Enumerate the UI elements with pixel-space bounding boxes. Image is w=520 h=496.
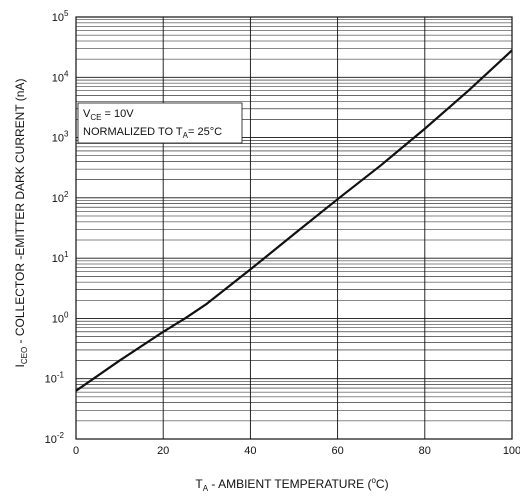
x-tick-label: 60 [331, 445, 343, 457]
annotation-ta-sub: A [183, 131, 189, 140]
annotation-vce-value: = 10V [101, 108, 134, 120]
y-tick-label: 103 [52, 130, 69, 145]
series-line [75, 49, 513, 392]
annotation-vce-sub: CE [90, 113, 101, 122]
y-axis-title-main: I [13, 364, 27, 367]
annotation-vce: V [83, 108, 91, 120]
x-axis-title-main: T [195, 477, 203, 491]
y-axis-title-rest: - COLLECTOR -EMITTER DARK CURRENT (nA) [13, 79, 27, 347]
plot-frame [75, 16, 513, 440]
annotation-box [77, 102, 243, 144]
x-axis-title-degree: o [371, 476, 376, 485]
x-tick-label: 20 [157, 445, 169, 457]
x-axis-title: TA - AMBIENT TEMPERATURE (oC) [195, 476, 388, 493]
x-tick-labels: 0 20 40 60 80 100 [73, 445, 520, 457]
x-tick-label: 100 [503, 445, 520, 457]
annotation: VCE = 10V NORMALIZED TO TA= 25°C [77, 102, 243, 144]
curve-layer [75, 49, 513, 392]
x-tick-label: 80 [419, 445, 431, 457]
y-tick-label: 104 [52, 69, 69, 84]
x-tick-label: 40 [244, 445, 256, 457]
y-tick-label: 100 [52, 310, 69, 325]
y-axis-title-sub: CEO [20, 347, 29, 364]
x-axis-title-rest: - AMBIENT TEMPERATURE ( [208, 477, 371, 491]
y-tick-label: 101 [52, 250, 69, 265]
y-tick-labels: 10-2 10-1 100 101 102 103 104 105 [45, 9, 69, 446]
y-tick-label: 102 [52, 190, 69, 205]
x-tick-label: 0 [73, 445, 79, 457]
y-axis-title: ICEO - COLLECTOR -EMITTER DARK CURRENT (… [13, 79, 29, 368]
x-axis-title-unit: C) [376, 477, 389, 491]
annotation-normalized: NORMALIZED TO T [83, 126, 183, 138]
grid [75, 17, 513, 440]
y-tick-label: 10-1 [45, 371, 65, 386]
annotation-ta-value: = 25°C [188, 126, 222, 138]
y-tick-label: 10-2 [45, 431, 65, 446]
x-axis-title-sub: A [203, 484, 209, 493]
annotation-line-1: VCE = 10V [83, 108, 134, 122]
annotation-line-2: NORMALIZED TO TA= 25°C [83, 126, 222, 140]
y-tick-label: 105 [52, 9, 69, 24]
